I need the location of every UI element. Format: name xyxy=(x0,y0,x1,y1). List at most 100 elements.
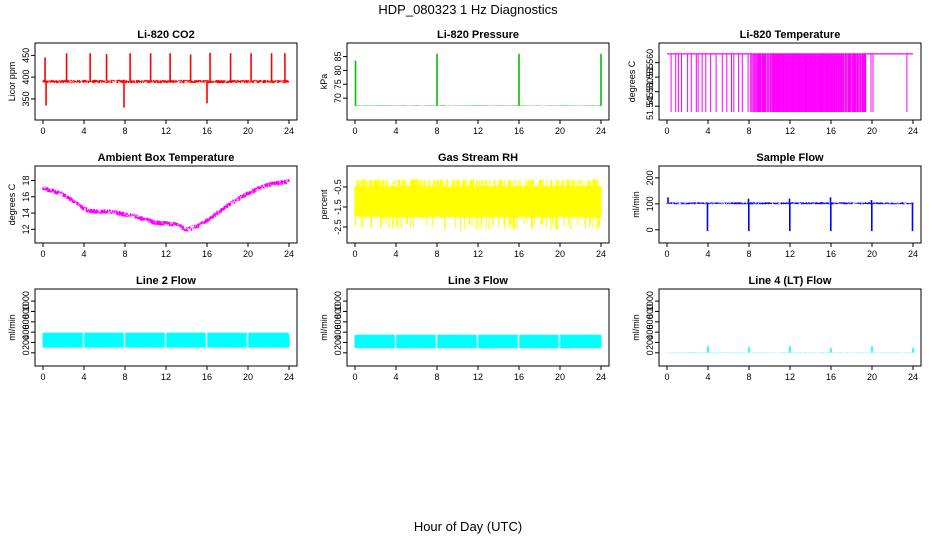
y-tick-label: 200 xyxy=(645,335,655,350)
x-tick-label: 4 xyxy=(705,249,710,259)
x-tick-label: 8 xyxy=(122,126,127,136)
x-tick-label: 16 xyxy=(826,249,836,259)
y-tick-label: -0.5 xyxy=(333,179,343,195)
y-tick-label: 16 xyxy=(21,192,31,202)
y-tick-label: -1.5 xyxy=(333,199,343,215)
panel-title: Li-820 Temperature xyxy=(740,29,841,41)
y-tick-label: 200 xyxy=(645,170,655,185)
figure-x-axis-label: Hour of Day (UTC) xyxy=(414,519,522,534)
x-tick-label: 24 xyxy=(596,249,606,259)
series-band xyxy=(773,53,844,112)
y-tick-label: -2.5 xyxy=(333,219,343,235)
x-tick-label: 16 xyxy=(826,126,836,136)
x-tick-label: 8 xyxy=(434,126,439,136)
y-tick-label: 51.555 xyxy=(645,63,655,91)
y-tick-label: 75 xyxy=(333,79,343,89)
x-tick-label: 12 xyxy=(473,372,483,382)
plot-frame xyxy=(34,288,298,367)
x-tick-label: 24 xyxy=(284,126,294,136)
y-tick-label: 51.550 xyxy=(645,78,655,106)
panel-6: Sample Flow 0 4 8 12 16 20 24 0 100 200 ml/min xyxy=(631,152,922,259)
x-tick-label: 8 xyxy=(122,249,127,259)
y-tick-label: 18 xyxy=(21,175,31,185)
x-tick-label: 16 xyxy=(202,372,212,382)
data-series xyxy=(42,179,290,232)
x-tick-label: 0 xyxy=(40,126,45,136)
x-tick-label: 20 xyxy=(555,249,565,259)
y-tick-label: 1000 xyxy=(21,291,31,311)
x-tick-label: 4 xyxy=(81,126,86,136)
x-tick-label: 0 xyxy=(664,372,669,382)
x-tick-label: 24 xyxy=(908,126,918,136)
x-tick-label: 4 xyxy=(81,372,86,382)
x-tick-label: 24 xyxy=(596,372,606,382)
x-tick-label: 16 xyxy=(514,249,524,259)
panel-title: Line 4 (LT) Flow xyxy=(749,275,832,287)
x-tick-label: 20 xyxy=(867,372,877,382)
y-tick-label: 70 xyxy=(333,93,343,103)
x-tick-label: 12 xyxy=(473,249,483,259)
data-series xyxy=(667,53,913,112)
y-tick-label: 600 xyxy=(21,314,31,329)
data-series xyxy=(354,53,602,106)
x-tick-label: 12 xyxy=(161,126,171,136)
x-tick-label: 20 xyxy=(243,372,253,382)
panel-title: Li-820 Pressure xyxy=(437,29,519,41)
data-series xyxy=(354,179,602,231)
y-tick-label: 0 xyxy=(645,350,655,355)
x-tick-label: 12 xyxy=(161,249,171,259)
panel-title: Line 3 Flow xyxy=(448,275,508,287)
x-tick-label: 12 xyxy=(161,372,171,382)
series-trace xyxy=(354,105,602,106)
y-tick-label: 400 xyxy=(21,325,31,340)
y-tick-label: 350 xyxy=(21,91,31,106)
y-axis-label: ml/min xyxy=(631,314,641,341)
y-tick-label: 800 xyxy=(21,304,31,319)
series-trace xyxy=(42,179,290,232)
x-tick-label: 4 xyxy=(705,126,710,136)
y-tick-label: 85 xyxy=(333,52,343,62)
x-tick-label: 24 xyxy=(284,372,294,382)
figure-title: HDP_080323 1 Hz Diagnostics xyxy=(378,2,558,17)
y-axis-label: ml/min xyxy=(7,314,17,341)
plot-frame xyxy=(34,165,298,244)
y-tick-label: 600 xyxy=(645,314,655,329)
x-tick-label: 12 xyxy=(785,249,795,259)
x-tick-label: 8 xyxy=(746,372,751,382)
x-tick-label: 0 xyxy=(40,372,45,382)
x-tick-label: 0 xyxy=(352,126,357,136)
x-tick-label: 24 xyxy=(596,126,606,136)
data-series xyxy=(354,334,602,349)
y-tick-label: 12 xyxy=(21,224,31,234)
y-tick-label: 400 xyxy=(333,325,343,340)
panel-title: Line 2 Flow xyxy=(136,275,196,287)
x-tick-label: 24 xyxy=(908,372,918,382)
y-tick-label: 14 xyxy=(21,208,31,218)
panel-title: Sample Flow xyxy=(756,152,824,164)
plot-frame xyxy=(658,288,922,367)
series-trace xyxy=(42,79,290,84)
x-tick-label: 24 xyxy=(908,249,918,259)
x-tick-label: 0 xyxy=(352,249,357,259)
x-tick-label: 4 xyxy=(393,372,398,382)
x-tick-label: 12 xyxy=(473,126,483,136)
y-tick-label: 0 xyxy=(21,350,31,355)
x-tick-label: 16 xyxy=(514,372,524,382)
x-tick-label: 8 xyxy=(746,126,751,136)
x-tick-label: 20 xyxy=(243,249,253,259)
y-tick-label: 600 xyxy=(333,314,343,329)
plot-frame xyxy=(346,42,610,121)
x-tick-label: 20 xyxy=(555,126,565,136)
x-tick-label: 12 xyxy=(785,372,795,382)
y-tick-label: 450 xyxy=(21,48,31,63)
x-tick-label: 12 xyxy=(785,126,795,136)
x-tick-label: 24 xyxy=(284,249,294,259)
y-tick-label: 51.560 xyxy=(645,49,655,77)
data-series xyxy=(42,52,290,108)
y-axis-label: degrees C xyxy=(627,60,637,102)
y-tick-label: 400 xyxy=(21,70,31,85)
y-axis-label: percent xyxy=(319,189,329,220)
